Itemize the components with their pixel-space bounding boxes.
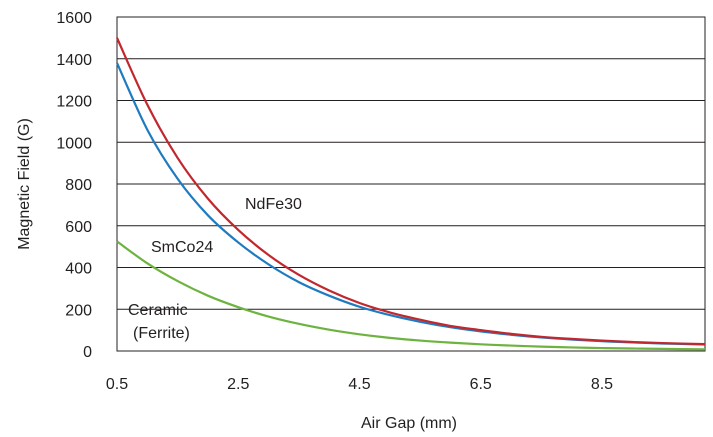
x-tick-label: 2.5 xyxy=(227,376,249,393)
x-axis-title: Air Gap (mm) xyxy=(361,415,457,432)
series-label-ceramic: Ceramic xyxy=(128,302,188,319)
grid-lines xyxy=(117,58,705,310)
x-tick-label: 4.5 xyxy=(348,376,370,393)
series-labels: NdFe30 SmCo24 Ceramic (Ferrite) xyxy=(128,196,302,342)
y-axis-title: Magnetic Field (G) xyxy=(16,118,33,250)
series-line-smco24 xyxy=(115,62,706,346)
y-tick-label: 1200 xyxy=(56,94,92,111)
y-tick-label: 1600 xyxy=(56,10,92,27)
y-tick-labels: 0 200 400 600 800 1000 1200 1400 1600 xyxy=(56,10,92,361)
y-tick-label: 800 xyxy=(65,177,92,194)
series-label-smco24: SmCo24 xyxy=(151,239,213,256)
x-tick-label: 0.5 xyxy=(106,376,128,393)
y-tick-label: 0 xyxy=(83,344,92,361)
x-tick-labels: 0.5 2.5 4.5 6.5 8.5 xyxy=(106,376,613,393)
series-lines xyxy=(115,37,706,351)
y-tick-label: 1000 xyxy=(56,135,92,152)
y-tick-label: 600 xyxy=(65,219,92,236)
y-tick-label: 200 xyxy=(65,302,92,319)
series-label-ndfe30: NdFe30 xyxy=(245,196,302,213)
y-tick-label: 400 xyxy=(65,261,92,278)
series-line-ndfe30 xyxy=(115,37,706,346)
series-label-ferrite: (Ferrite) xyxy=(133,325,190,342)
series-line-ceramic-ferrite xyxy=(116,240,706,351)
y-tick-label: 1400 xyxy=(56,52,92,69)
x-tick-label: 8.5 xyxy=(591,376,613,393)
plot-frame xyxy=(116,16,706,352)
x-tick-label: 6.5 xyxy=(470,376,492,393)
